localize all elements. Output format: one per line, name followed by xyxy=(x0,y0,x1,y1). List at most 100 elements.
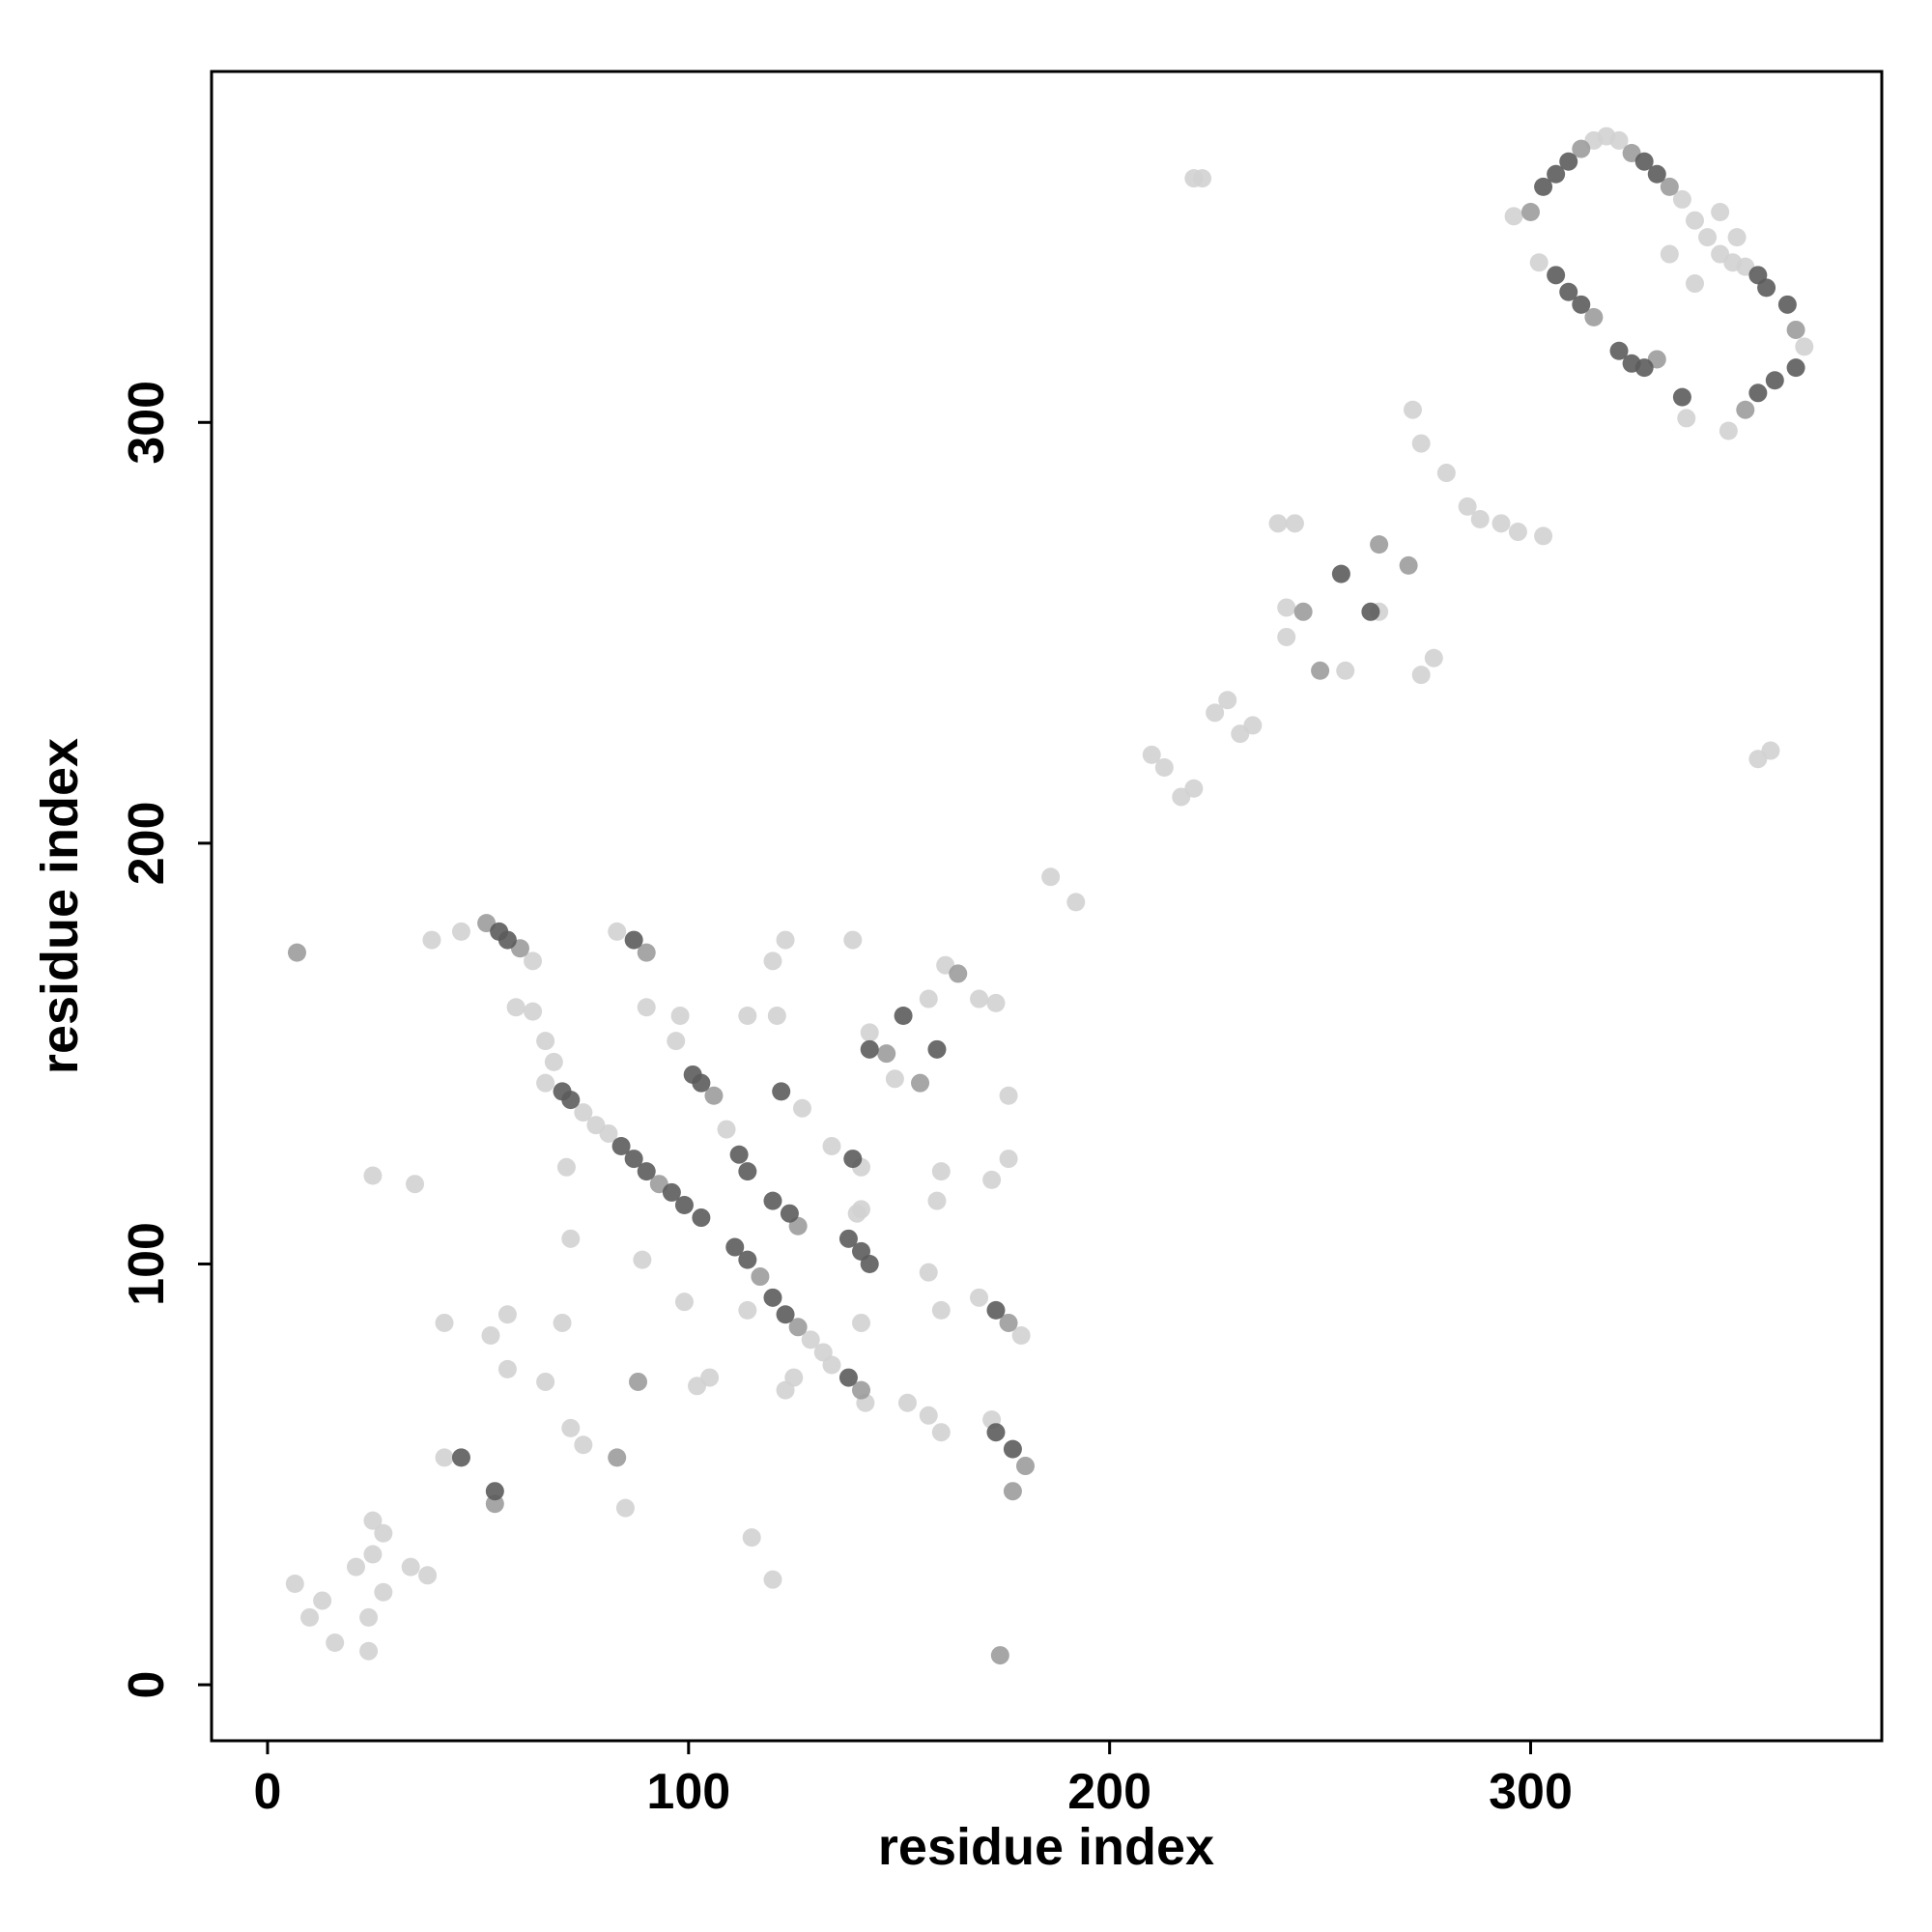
point xyxy=(615,1498,635,1518)
point xyxy=(1293,602,1313,621)
point xyxy=(1003,1482,1022,1501)
point xyxy=(544,1052,563,1071)
point xyxy=(556,1157,576,1177)
point xyxy=(738,1006,757,1025)
point xyxy=(326,1634,345,1653)
point xyxy=(1572,139,1591,158)
point xyxy=(637,1162,656,1181)
point xyxy=(1243,716,1263,735)
point xyxy=(1660,244,1679,264)
point xyxy=(822,1137,841,1156)
x-tick-label: 200 xyxy=(1067,1764,1151,1820)
point xyxy=(1677,409,1696,428)
point xyxy=(1748,384,1768,403)
point xyxy=(524,952,543,971)
point xyxy=(1609,341,1629,360)
point xyxy=(422,930,441,950)
point xyxy=(624,1150,643,1169)
point xyxy=(860,1254,879,1273)
point xyxy=(1685,211,1704,230)
y-tick-label: 300 xyxy=(119,381,175,465)
x-tick-label: 100 xyxy=(646,1764,730,1820)
point xyxy=(763,1288,782,1307)
point xyxy=(843,1150,863,1169)
point xyxy=(1492,514,1511,533)
y-tick-label: 0 xyxy=(119,1671,175,1699)
point xyxy=(346,1557,365,1577)
point xyxy=(931,1300,951,1320)
point xyxy=(1285,514,1304,533)
point xyxy=(1765,371,1784,390)
point xyxy=(986,1300,1006,1320)
point xyxy=(1066,893,1086,912)
point xyxy=(776,1380,795,1400)
point xyxy=(401,1557,420,1577)
point xyxy=(1399,555,1418,575)
point xyxy=(1003,1439,1022,1459)
point xyxy=(313,1591,332,1610)
point xyxy=(285,1575,304,1594)
point xyxy=(838,1368,858,1387)
point xyxy=(1736,400,1755,419)
point xyxy=(704,1086,724,1105)
point xyxy=(1559,152,1578,171)
point xyxy=(919,1263,938,1282)
point xyxy=(1521,202,1541,221)
point xyxy=(843,930,863,950)
point xyxy=(599,1123,618,1143)
point xyxy=(637,943,656,962)
point xyxy=(822,1355,841,1375)
point xyxy=(536,1073,555,1093)
point xyxy=(970,989,989,1009)
point xyxy=(1698,228,1718,247)
y-tick-label: 200 xyxy=(119,801,175,885)
point xyxy=(911,1073,930,1093)
point xyxy=(481,1326,500,1346)
point xyxy=(1424,648,1443,668)
point xyxy=(1786,320,1805,339)
point xyxy=(1154,757,1174,777)
y-axis-title: residue index xyxy=(31,738,89,1074)
point xyxy=(1634,152,1654,171)
point xyxy=(561,1229,581,1248)
point xyxy=(738,1250,757,1269)
point xyxy=(662,1182,681,1202)
point xyxy=(574,1103,593,1122)
point xyxy=(1609,130,1629,150)
point xyxy=(999,1086,1018,1105)
point xyxy=(561,1418,581,1437)
point xyxy=(1361,602,1380,621)
point xyxy=(838,1229,858,1248)
point xyxy=(860,1023,879,1042)
point xyxy=(451,1448,470,1467)
point xyxy=(674,1293,694,1312)
point xyxy=(674,1195,694,1214)
point xyxy=(451,922,470,941)
point xyxy=(894,1006,913,1025)
point xyxy=(1795,337,1814,356)
point xyxy=(637,998,656,1017)
point xyxy=(485,1494,504,1514)
point xyxy=(776,930,795,950)
point xyxy=(688,1377,707,1396)
point xyxy=(1508,523,1527,542)
point xyxy=(738,1162,757,1181)
point xyxy=(561,1091,581,1110)
point xyxy=(1331,564,1350,583)
point xyxy=(847,1204,867,1223)
point xyxy=(670,1006,690,1025)
point xyxy=(852,1313,871,1332)
point xyxy=(931,1162,951,1181)
point xyxy=(1572,295,1591,314)
point xyxy=(1584,307,1604,327)
point xyxy=(692,1073,711,1093)
point xyxy=(852,1380,871,1400)
point xyxy=(999,1150,1018,1169)
point xyxy=(1370,535,1389,554)
point xyxy=(986,1423,1006,1442)
point xyxy=(1547,164,1566,184)
point xyxy=(776,1305,795,1324)
point xyxy=(536,1372,555,1391)
point xyxy=(406,1175,425,1194)
